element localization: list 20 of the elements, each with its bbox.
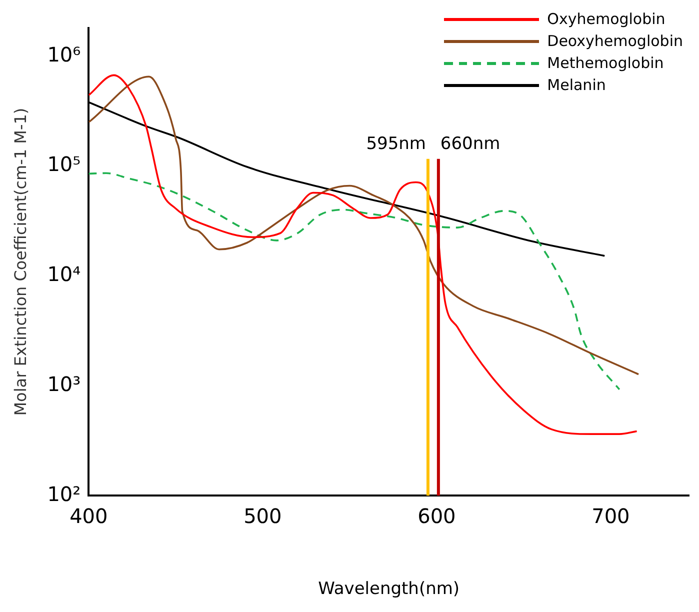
x-tick-label: 500 [244, 504, 282, 528]
x-axis-title: Wavelength(nm) [318, 579, 460, 600]
y-tick-label: 10⁶ [47, 42, 81, 66]
y-tick-label: 10⁵ [47, 152, 81, 176]
y-tick-label: 10³ [47, 372, 81, 396]
x-tick-label: 600 [418, 504, 456, 528]
line-series [88, 74, 638, 435]
line-series [88, 172, 620, 390]
legend-label: Deoxyhemoglobin [547, 32, 683, 50]
y-axis-title: Molar Extinction Coefficient(cm-1 M-1) [10, 108, 30, 416]
legend-label: Melanin [547, 76, 606, 94]
legend-label: Methemoglobin [547, 54, 664, 72]
y-tick-label: 10⁴ [47, 262, 81, 286]
y-tick-label: 10² [47, 482, 81, 506]
ref-line-label: 660nm [440, 134, 500, 154]
ref-line-label: 595nm [366, 134, 426, 154]
x-tick-label: 700 [592, 504, 630, 528]
x-tick-label: 400 [70, 504, 108, 528]
legend-label: Oxyhemoglobin [547, 10, 666, 28]
line-series [88, 76, 640, 376]
